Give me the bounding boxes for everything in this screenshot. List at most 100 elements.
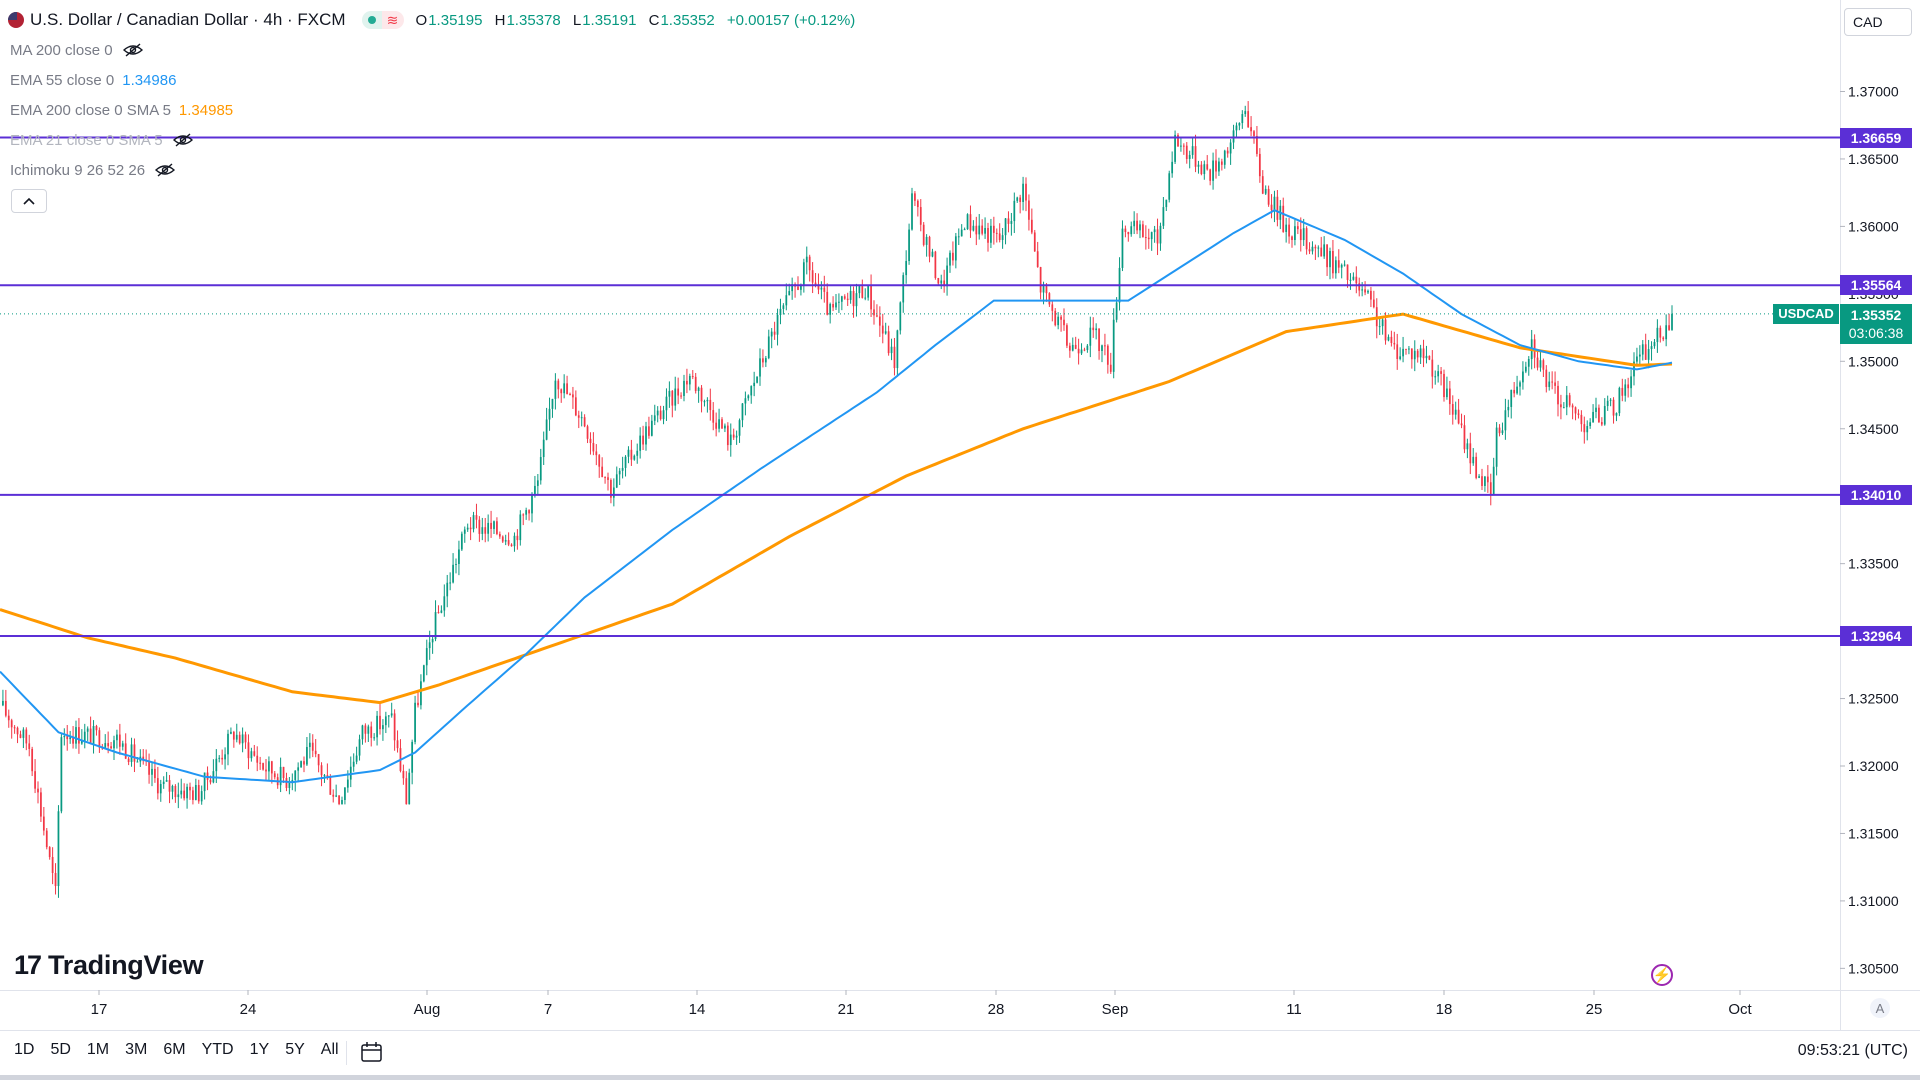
chart-header: U.S. Dollar / Canadian Dollar · 4h · FXC… [8,8,863,32]
hidden-eye-icon[interactable] [155,163,176,177]
candle-body [607,477,609,480]
candle-body [1089,327,1092,346]
market-open-icon[interactable] [361,11,382,29]
candle-body [151,768,153,775]
candle-body [10,720,13,728]
range-button-5d[interactable]: 5D [50,1041,71,1058]
candle-body [776,315,779,335]
candle-body [265,769,267,772]
candle-body [1329,251,1331,268]
candle-body [346,779,349,788]
indicator-legend-row[interactable]: MA 200 close 0 [10,39,143,61]
symbol-title[interactable]: U.S. Dollar / Canadian Dollar · 4h · FXC… [30,10,346,29]
time-tick-label: 21 [838,1001,855,1018]
range-button-1y[interactable]: 1Y [249,1041,270,1058]
candle-body [1086,345,1089,351]
candle-body [1226,150,1229,154]
candle-body [1033,232,1036,252]
candle-body [1524,366,1527,372]
candle-body [1428,355,1431,360]
flash-icon[interactable]: ⚡ [1651,964,1673,986]
indicator-legend-row[interactable]: EMA 55 close 0 1.34986 [10,69,176,91]
candle-body [1057,316,1060,326]
indicator-legend-row[interactable]: EMA 21 close 0 SMA 5 [10,129,193,151]
candle-body [937,278,940,284]
range-button-6m[interactable]: 6M [163,1041,186,1058]
hidden-eye-icon[interactable] [122,43,143,57]
candle-body [297,767,300,771]
candle-body [1460,423,1463,426]
currency-selector[interactable]: CAD [1844,8,1912,36]
auto-scale-button[interactable]: A [1870,998,1890,1018]
candle-body [1405,348,1407,350]
candle-body [279,766,282,786]
candle-body [446,582,449,597]
candle-body [586,426,589,439]
candle-body [51,857,54,873]
range-button-1m[interactable]: 1M [86,1041,110,1058]
candle-body [364,725,367,734]
price-tick-label: 1.31000 [1848,893,1899,909]
candle-body [402,770,405,779]
candle-body [928,236,931,257]
candle-body [1296,226,1299,230]
candle-body [1294,226,1296,241]
range-button-ytd[interactable]: YTD [201,1041,234,1058]
candle-body [744,398,747,404]
candle-body [1609,399,1612,401]
candle-body [1484,476,1486,486]
candle-body [1624,384,1627,396]
candle-body [899,302,902,331]
waves-icon[interactable]: ≋ [381,11,404,29]
candle-body [1025,183,1027,201]
calendar-goto-icon[interactable] [360,1041,384,1063]
candle-body [767,336,770,359]
candle-body [1270,204,1273,211]
candle-body [782,305,785,309]
candle-body [417,702,419,706]
candle-body [373,737,376,739]
candle-body [852,291,855,307]
last-price-value: 1.35352 [1850,306,1902,323]
candle-body [1489,482,1492,494]
candle-body [80,740,83,744]
candle-body [379,715,381,730]
candle-body [1036,251,1039,268]
candle-body [1124,228,1127,232]
candle-body [154,768,156,779]
candle-body [890,346,893,354]
candle-body [344,787,346,800]
candle-body [978,225,981,235]
candle-body [1372,299,1375,308]
indicator-legend-row[interactable]: Ichimoku 9 26 52 26 [10,159,176,181]
indicator-label: EMA 21 close 0 SMA 5 [10,131,163,149]
utc-clock[interactable]: 09:53:21 (UTC) [1797,1042,1908,1059]
candle-body [884,331,887,334]
candle-body [726,425,729,446]
collapse-legend-button[interactable] [11,189,47,213]
indicator-legend-row[interactable]: EMA 200 close 0 SMA 5 1.34985 [10,99,233,121]
price-tick-label: 1.34500 [1848,421,1899,437]
candle-body [1542,360,1545,370]
price-chart[interactable]: 1.370001.365001.360001.355001.350001.345… [0,0,1920,1030]
candle-body [320,765,323,776]
candle-body [615,474,618,488]
range-button-all[interactable]: All [320,1041,339,1058]
candle-body [490,522,492,529]
candle-body [1080,349,1083,354]
range-button-1d[interactable]: 1D [14,1041,35,1058]
tradingview-logo[interactable]: 17 TradingView [14,950,204,980]
market-status-badges[interactable]: ≋ [361,11,404,29]
level-price-label: 1.32964 [1840,625,1912,646]
candle-body [1147,237,1150,240]
range-button-5y[interactable]: 5Y [285,1041,305,1058]
candle-body [1092,327,1095,331]
range-button-3m[interactable]: 3M [125,1041,148,1058]
candle-body [1308,249,1311,252]
candle-body [1127,231,1130,235]
candle-body [16,727,19,735]
candle-body [367,726,370,734]
candle-body [1071,344,1074,351]
candle-body [408,772,411,805]
hidden-eye-icon[interactable] [172,133,193,147]
